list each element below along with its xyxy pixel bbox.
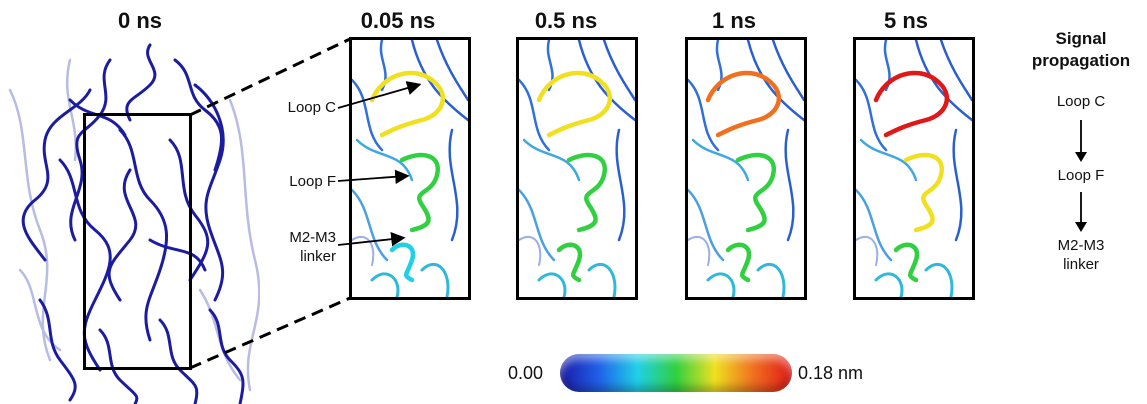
signal-step-m2m3-line2: linker	[1063, 256, 1099, 273]
signal-step-loop-c: Loop C	[1056, 93, 1106, 110]
m2m3-ribbon	[725, 242, 752, 283]
annotation-loop-c: Loop C	[287, 99, 336, 116]
panel-1ns	[685, 37, 807, 300]
ribbon-drawing	[352, 40, 468, 297]
loop-c-ribbon	[705, 70, 781, 138]
frame-label-5ns: 5 ns	[883, 8, 929, 33]
frame-label-05ns: 0.5 ns	[534, 8, 598, 33]
ribbon-drawing	[856, 40, 972, 297]
loop-f-ribbon	[566, 152, 607, 233]
loop-c-ribbon	[873, 70, 949, 138]
loop-c-ribbon	[536, 70, 612, 138]
signal-arrow-2	[1075, 192, 1087, 232]
signal-step-loop-f: Loop F	[1057, 167, 1105, 184]
loop-c-ribbon	[369, 70, 445, 138]
signal-title-line1: Signal	[1055, 29, 1107, 48]
annotation-arrows	[337, 81, 422, 247]
annotation-loop-f: Loop F	[289, 173, 336, 190]
signal-step-m2m3-line1: M2-M3	[1057, 237, 1105, 254]
annotation-m2m3-line2: linker	[300, 248, 336, 265]
panel-05ns	[516, 37, 638, 300]
loop-f-ribbon	[735, 152, 776, 233]
colorbar-max-label: 0.18 nm	[798, 363, 864, 383]
zoom-connector-lines	[189, 37, 351, 370]
annotation-m2m3: M2-M3 linker	[260, 228, 336, 266]
m2m3-ribbon	[556, 242, 583, 283]
frame-label-005ns: 0.05 ns	[360, 8, 436, 33]
loop-f-ribbon	[903, 152, 944, 233]
frame-label-0ns: 0 ns	[117, 8, 163, 33]
signal-title-line2: propagation	[1031, 51, 1131, 70]
zoom-region-box	[83, 113, 192, 370]
signal-title: Signal propagation	[1016, 28, 1146, 72]
panel-5ns	[853, 37, 975, 300]
colorbar-min-label: 0.00	[508, 363, 544, 383]
signal-arrow-1	[1075, 120, 1087, 162]
annotation-m2m3-line1: M2-M3	[289, 229, 336, 246]
panel-005ns	[349, 37, 471, 300]
loop-f-ribbon	[399, 152, 440, 233]
colorbar	[560, 354, 792, 392]
frame-label-1ns: 1 ns	[711, 8, 757, 33]
m2m3-ribbon	[893, 242, 920, 283]
ribbon-drawing	[688, 40, 804, 297]
ribbon-drawing	[519, 40, 635, 297]
signal-step-m2m3: M2-M3 linker	[1016, 236, 1146, 274]
